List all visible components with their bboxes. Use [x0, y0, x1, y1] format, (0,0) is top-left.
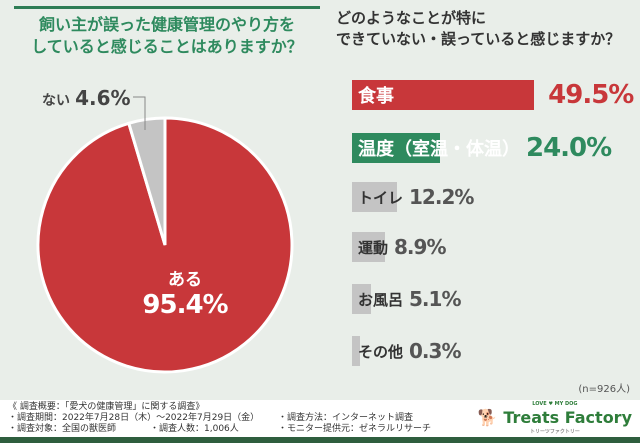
treats-factory-logo: LOVE ♥ MY DOG 🐕 Treats Factory トリーツファクトリー	[478, 401, 632, 435]
bar-row: トイレ 12.2%	[352, 182, 474, 212]
left-title: 飼い主が誤った健康管理のやり方を していると感じることはありますか？	[14, 14, 320, 58]
pie-label-no: ない 4.6%	[42, 86, 131, 110]
bar-row: その他 0.3%	[352, 336, 461, 366]
bar-category: 温度（室温・体温）	[358, 139, 520, 160]
logo-sub: トリーツファクトリー	[529, 429, 580, 435]
bar-row: お風呂 5.1%	[352, 284, 461, 314]
pie-label-no-value: 4.6%	[75, 86, 131, 110]
footer: 《 調査概要：「愛犬の健康管理」に関する調査》 ・調査期間：2022年7月28日…	[0, 400, 640, 443]
bar-category: 運動	[358, 238, 389, 257]
bar-value: 49.5%	[548, 80, 634, 110]
bar-category: お風呂	[358, 290, 404, 309]
bar	[352, 284, 371, 314]
survey-provider: ・モニター提供元：ゼネラルリサーチ	[278, 424, 432, 434]
bar	[352, 80, 535, 110]
survey-count: ・調査人数：1,006人	[150, 424, 239, 434]
title-line: できていない・誤っていると感じますか？	[336, 30, 621, 48]
logo-text: Treats Factory	[503, 408, 632, 427]
bar-value: 0.3%	[409, 339, 461, 363]
bar	[352, 133, 441, 163]
survey-target: ・調査対象：全国の獣医師	[8, 424, 117, 434]
pie-slice-no	[126, 116, 167, 246]
divider	[14, 6, 320, 9]
bar-value: 12.2%	[409, 185, 474, 209]
bar	[352, 182, 397, 212]
bar	[352, 336, 360, 366]
pie-label-no-text: ない	[42, 93, 70, 109]
leader-line	[133, 96, 146, 130]
sample-size: (n=926人)	[578, 384, 630, 395]
survey-title: 《 調査概要：「愛犬の健康管理」に関する調査》	[8, 402, 205, 412]
bar-category: トイレ	[358, 188, 404, 207]
title-line: していると感じることはありますか？	[31, 37, 303, 56]
bar-value: 5.1%	[409, 287, 461, 311]
bar-row: 食事 49.5%	[352, 80, 634, 110]
bar-category: その他	[358, 342, 404, 361]
dog-icon: 🐕	[477, 408, 498, 427]
pie-chart	[36, 96, 294, 374]
pie-label-yes: ある 95.4%	[140, 265, 230, 320]
right-title: どのようなことが特にできていない・誤っていると感じますか？	[336, 8, 636, 50]
bar	[352, 232, 385, 262]
bar-row: 運動 8.9%	[352, 232, 446, 262]
survey-period: ・調査期間：2022年7月28日（木）〜2022年7月29日（金）	[8, 413, 260, 423]
title-line: 飼い主が誤った健康管理のやり方を	[38, 15, 295, 34]
title-line: どのようなことが特に	[336, 9, 487, 27]
pie-label-yes-text: ある	[168, 270, 202, 290]
pie-label-yes-value: 95.4%	[142, 290, 228, 320]
bar-category: 食事	[358, 86, 394, 107]
bar-value: 8.9%	[394, 235, 446, 259]
logo-tagline: LOVE ♥ MY DOG	[532, 401, 578, 407]
survey-method: ・調査方法：インターネット調査	[278, 413, 414, 423]
bar-value: 24.0%	[526, 133, 612, 163]
bar-row: 温度（室温・体温） 24.0%	[352, 133, 612, 163]
